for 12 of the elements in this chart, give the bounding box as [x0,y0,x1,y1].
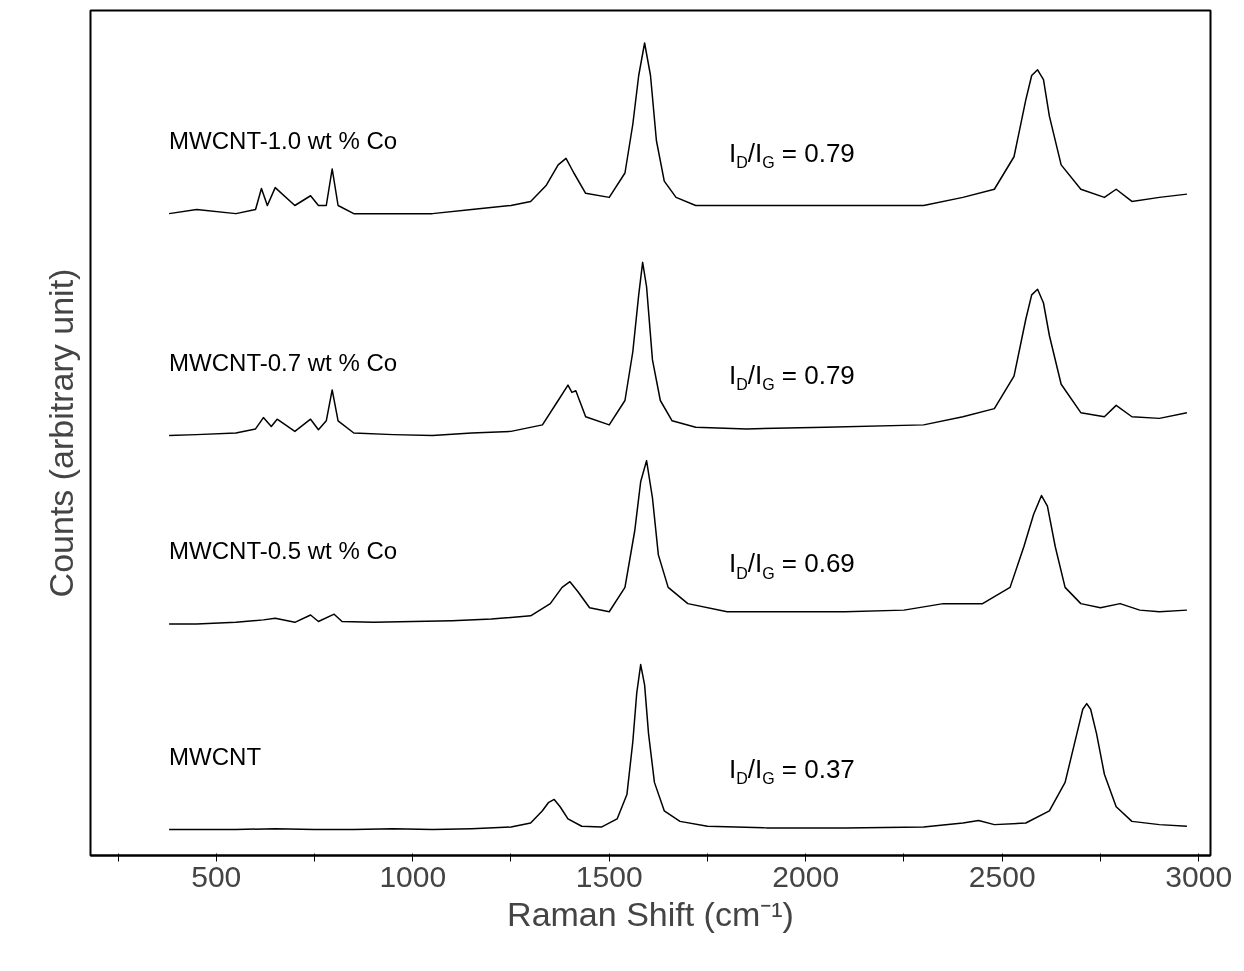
x-tick-label: 1000 [379,859,447,893]
text: MWCNT [169,742,262,770]
text: MWCNT-0.5 wt % Co [169,537,398,565]
x-tick-label: 1500 [575,859,643,893]
x-axis-title: Raman Shift (cm⁻¹) [507,894,794,933]
y-axis-title: Counts (arbitrary unit) [41,268,80,598]
x-tick-label: 2000 [772,859,840,893]
x-tick-label: 500 [191,859,242,893]
text: MWCNT-0.7 wt % Co [169,348,398,376]
series-label: MWCNT-1.0 wt % Co [169,127,398,154]
x-tick-label: 2500 [968,859,1036,893]
x-tick-label: 3000 [1165,859,1233,893]
